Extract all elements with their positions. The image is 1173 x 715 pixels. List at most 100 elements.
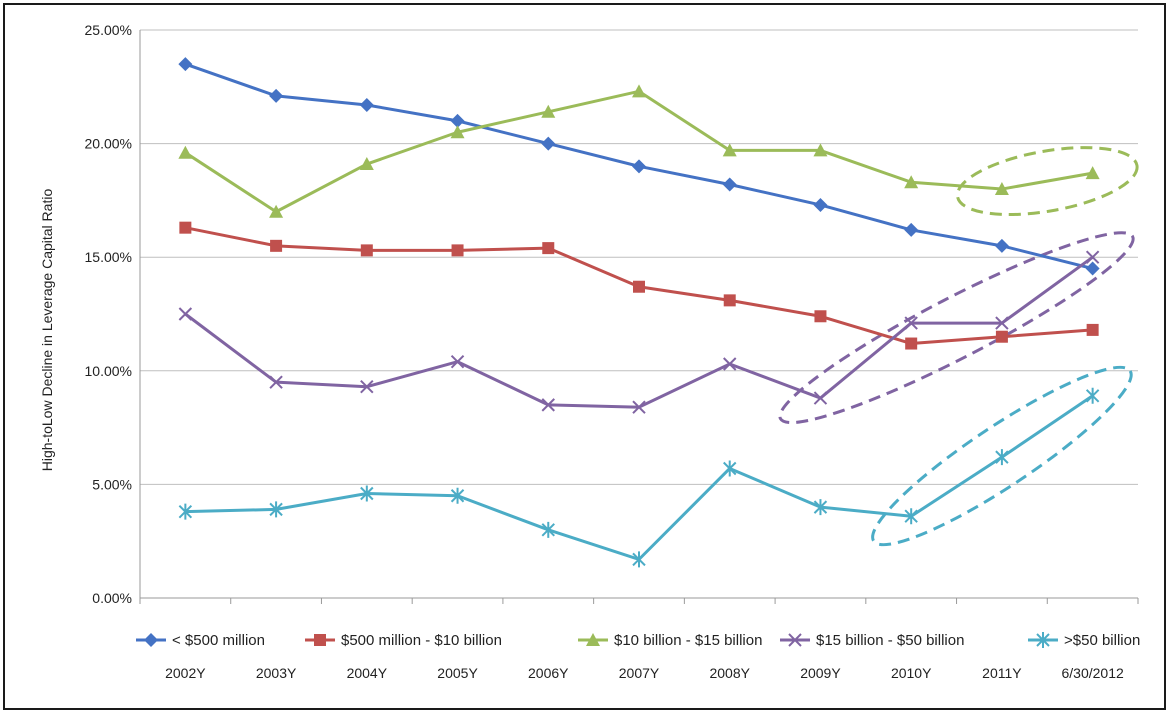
data-point	[450, 487, 465, 504]
data-point	[905, 337, 918, 350]
series-5	[178, 387, 1100, 568]
data-point	[1085, 166, 1100, 180]
y-tick-label: 20.00%	[85, 136, 132, 152]
data-point	[541, 521, 555, 538]
data-point	[359, 97, 374, 112]
x-tick-label: 2010Y	[891, 665, 932, 681]
y-tick-label: 25.00%	[85, 22, 132, 38]
data-point	[904, 508, 918, 525]
data-point	[1085, 387, 1100, 404]
y-tick-label: 10.00%	[85, 363, 132, 379]
legend-label: $10 billion - $15 billion	[614, 632, 762, 649]
series-lines	[178, 57, 1100, 568]
y-tick-label: 5.00%	[92, 476, 132, 492]
data-point	[450, 113, 465, 128]
x-tick-label: 6/30/2012	[1061, 665, 1123, 681]
data-point	[269, 375, 283, 389]
data-point	[450, 125, 465, 139]
data-point	[722, 177, 737, 192]
annotation-ellipse	[778, 231, 1135, 425]
series-line	[185, 394, 1094, 561]
chart-frame	[3, 3, 1166, 710]
annotation-ellipse	[955, 146, 1139, 217]
data-point	[904, 222, 919, 237]
data-point	[360, 244, 373, 257]
legend-label: < $500 million	[172, 632, 265, 649]
legend-marker	[586, 633, 600, 646]
data-point	[1085, 250, 1100, 264]
legend-label: $15 billion - $50 billion	[816, 632, 964, 649]
legend-marker	[788, 633, 802, 647]
data-point	[359, 157, 374, 171]
data-point	[269, 204, 284, 218]
data-point	[269, 501, 283, 518]
x-tick-label: 2003Y	[256, 665, 297, 681]
data-point	[632, 400, 646, 414]
data-point	[451, 244, 464, 257]
data-point	[360, 379, 374, 394]
gridlines	[140, 29, 1138, 599]
x-tick-label: 2008Y	[709, 665, 750, 681]
y-axis-label: High-toLow Decline in Leverage Capital R…	[39, 189, 55, 472]
data-point	[632, 159, 646, 174]
data-point	[632, 84, 646, 98]
data-point	[178, 57, 193, 72]
legend-marker	[144, 633, 158, 647]
series-3	[178, 84, 1100, 218]
legend-item: $500 million - $10 billion	[305, 632, 502, 649]
data-point	[269, 88, 284, 103]
x-tick-label: 2006Y	[528, 665, 569, 681]
x-tick-label: 2011Y	[982, 665, 1022, 681]
y-tick-label: 15.00%	[85, 249, 132, 265]
data-point	[723, 460, 737, 477]
x-tick-label: 2004Y	[347, 665, 388, 681]
x-tick-label: 2005Y	[437, 665, 478, 681]
data-point	[995, 330, 1008, 343]
data-point	[813, 391, 828, 405]
legend-label: $500 million - $10 billion	[341, 632, 502, 649]
annotation-ellipse	[871, 365, 1133, 547]
data-point	[994, 182, 1009, 196]
data-point	[994, 238, 1009, 253]
legend-label: >$50 billion	[1064, 632, 1140, 649]
series-line	[184, 89, 1093, 214]
x-tick-label: 2007Y	[619, 665, 660, 681]
data-point	[178, 307, 193, 321]
data-point	[541, 136, 556, 151]
data-point	[1086, 323, 1099, 336]
data-point	[813, 143, 828, 157]
x-tick-label: 2009Y	[800, 665, 841, 681]
series-1	[178, 57, 1100, 276]
data-point	[995, 316, 1009, 330]
series-line	[184, 255, 1094, 409]
legend-marker	[314, 634, 326, 646]
series-2	[179, 221, 1099, 350]
data-point	[813, 499, 828, 516]
data-point	[904, 175, 919, 189]
legend-item: < $500 million	[136, 632, 265, 649]
annotation-ellipses	[778, 146, 1139, 547]
x-tick-label: 2002Y	[165, 665, 206, 681]
data-point	[632, 551, 646, 568]
data-point	[813, 197, 828, 212]
data-point	[995, 449, 1009, 466]
data-point	[178, 503, 193, 520]
data-point	[723, 357, 737, 371]
legend-item: $15 billion - $50 billion	[780, 632, 964, 649]
x-axis: 2002Y 2003Y 2004Y 2005Y 2006Y 2007Y 2008Y 2009Y…	[139, 597, 1139, 681]
data-point	[633, 280, 645, 293]
series-4	[178, 250, 1100, 414]
legend-item: >$50 billion	[1028, 632, 1140, 649]
data-point	[360, 485, 374, 502]
data-point	[541, 104, 556, 118]
legend: < $500 million $500 million - $10 billion…	[136, 632, 1140, 649]
y-axis: 0.00% 5.00% 10.00% 15.00% 20.00% 25.00%	[85, 22, 141, 606]
y-tick-label: 0.00%	[92, 590, 132, 606]
data-point	[722, 143, 737, 157]
data-point	[1085, 261, 1100, 276]
data-point	[179, 221, 192, 234]
data-point	[542, 242, 555, 255]
data-point	[178, 145, 193, 159]
data-point	[723, 294, 736, 307]
